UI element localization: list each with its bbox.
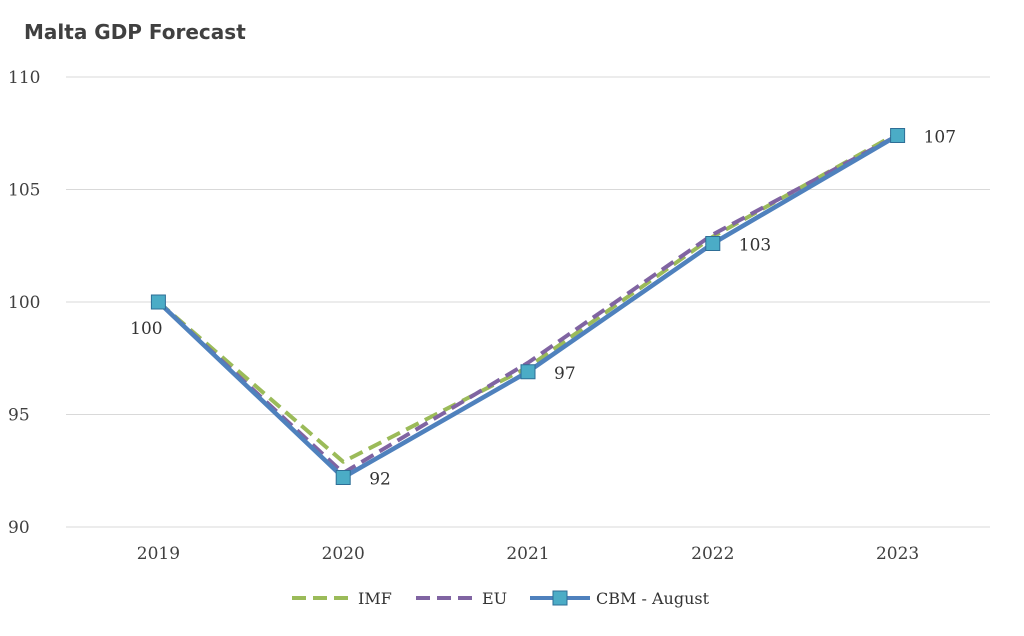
data-label-2022: 103 (739, 236, 771, 256)
x-tick-label-2020: 2020 (322, 544, 365, 564)
data-label-2019: 100 (130, 319, 162, 339)
marker-cbm-august-2021 (520, 364, 536, 380)
marker-cbm-august-2022 (705, 236, 721, 251)
y-tick-label-90: 90 (8, 518, 30, 538)
marker-cbm-august-2023 (890, 128, 906, 143)
chart-title: Malta GDP Forecast (24, 20, 246, 44)
y-tick-label-105: 105 (8, 181, 40, 201)
gridlines (66, 76, 990, 528)
x-tick-label-2023: 2023 (876, 544, 919, 564)
legend-label-cbm-august: CBM - August (596, 589, 710, 608)
series-lines (150, 128, 906, 485)
data-labels: 100 92 97 103 107 (130, 128, 956, 490)
legend-label-imf: IMF (358, 589, 392, 608)
y-tick-label-110: 110 (8, 68, 40, 88)
series-line-imf (157, 131, 899, 464)
y-tick-label-95: 95 (8, 406, 30, 426)
data-label-2020: 92 (369, 470, 391, 490)
series-line-cbm-august (156, 133, 899, 480)
y-tick-label-100: 100 (8, 293, 40, 313)
legend: IMF EU CBM - August (292, 589, 710, 608)
data-label-2023: 107 (924, 128, 956, 148)
legend-label-eu: EU (482, 589, 507, 608)
x-tick-label-2019: 2019 (137, 544, 180, 564)
marker-cbm-august-2020 (335, 470, 351, 485)
legend-marker-cbm-august (552, 590, 568, 606)
marker-cbm-august-2019 (150, 294, 166, 310)
data-label-2021: 97 (554, 364, 576, 384)
y-axis-ticks: 90 95 100 105 110 (8, 68, 40, 538)
x-axis-ticks: 2019 2020 2021 2022 2023 (137, 544, 919, 564)
legend-item-imf: IMF (292, 589, 392, 608)
x-tick-label-2021: 2021 (506, 544, 549, 564)
x-tick-label-2022: 2022 (691, 544, 734, 564)
legend-item-eu: EU (416, 589, 507, 608)
legend-item-cbm-august: CBM - August (530, 589, 710, 608)
series-line-eu (157, 133, 899, 475)
